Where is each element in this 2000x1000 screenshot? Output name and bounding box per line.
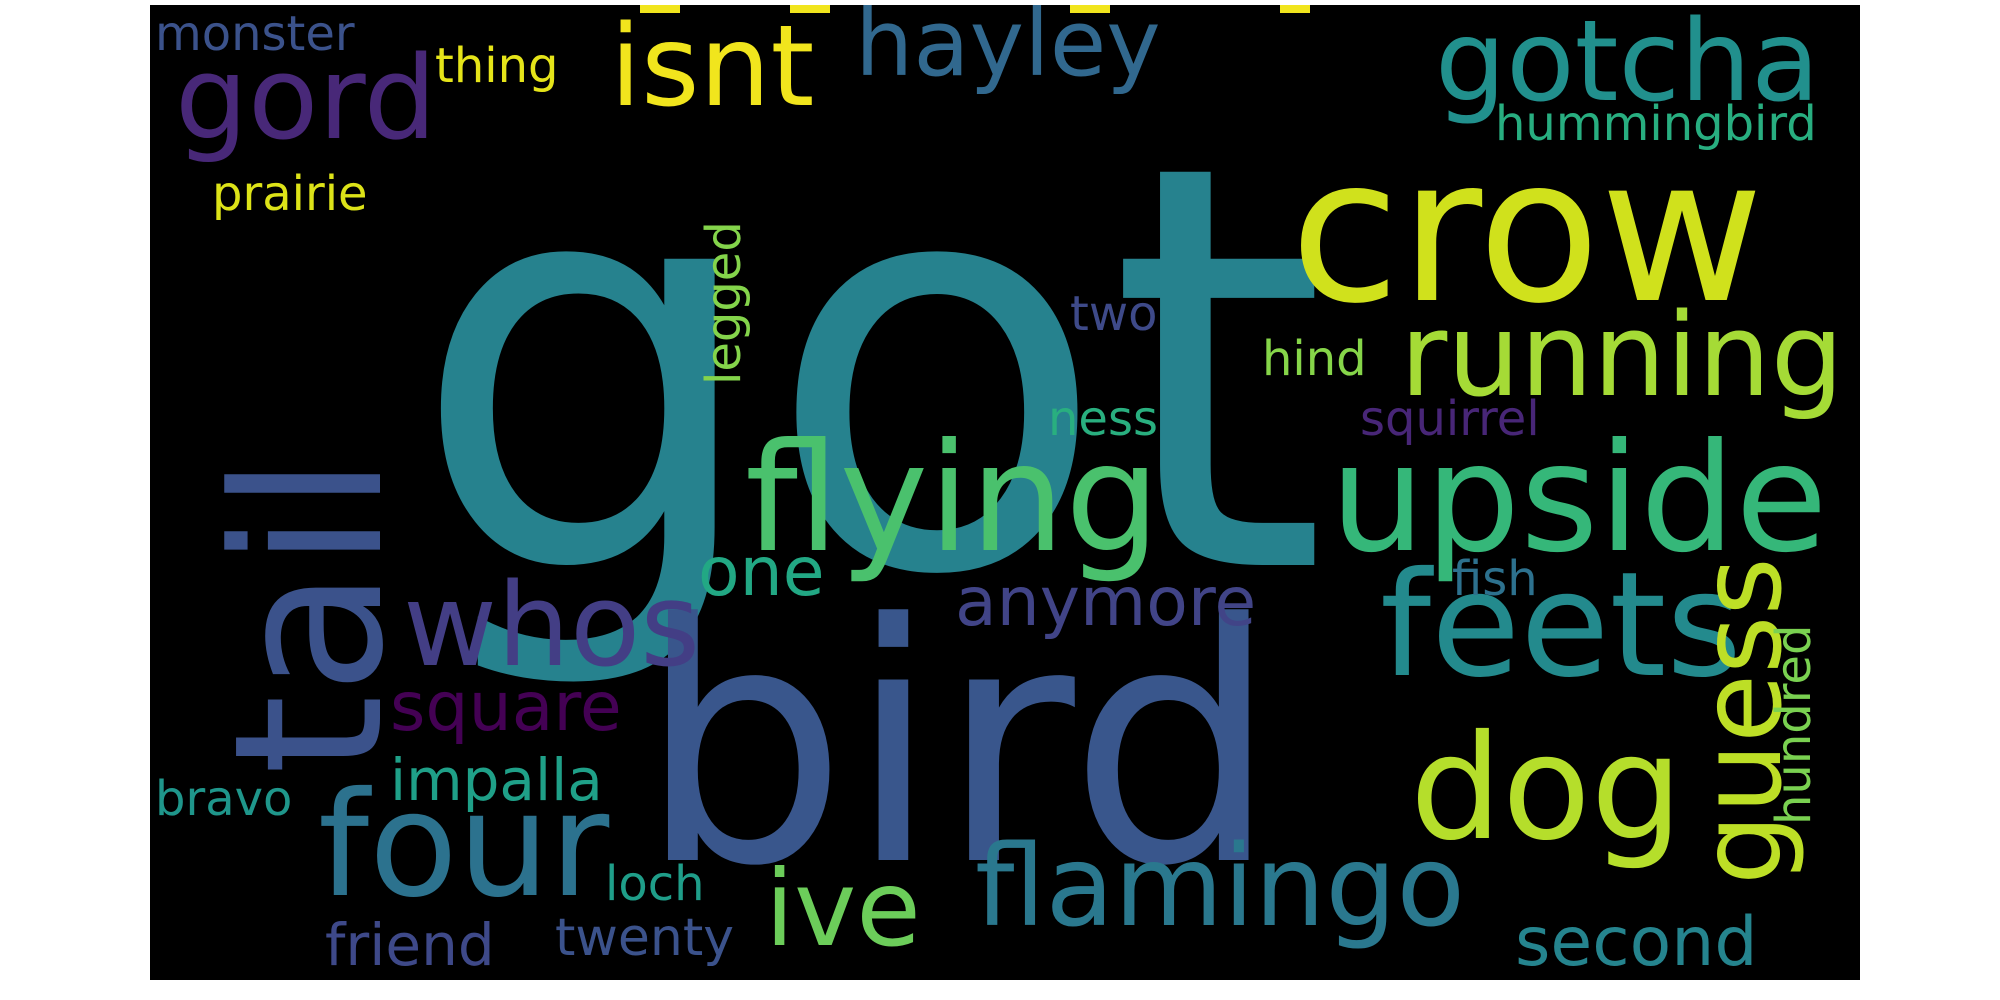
word-guess: guess: [1677, 557, 1807, 885]
word-whos: whos: [403, 559, 700, 693]
word-crow: crow: [1290, 115, 1764, 348]
word-second: second: [1515, 903, 1758, 982]
word-thing: thing: [435, 38, 558, 94]
word-two: two: [1070, 286, 1157, 342]
word-monster: monster: [155, 6, 355, 62]
word-gotcha: gotcha: [1435, 0, 1820, 127]
word-loch: loch: [605, 856, 705, 912]
word-hayley: hayley: [855, 0, 1161, 97]
word-flying: flying: [745, 412, 1160, 586]
word-got: got: [410, 46, 1328, 698]
word-squirrel: squirrel: [1360, 391, 1540, 447]
word-anymore: anymore: [955, 563, 1256, 642]
word-four: four: [318, 761, 610, 930]
word-ness: ness: [1048, 391, 1158, 447]
word-hundred: hundred: [1766, 625, 1822, 825]
word-cloud-background: [150, 5, 1860, 980]
word-bird: bird: [638, 554, 1279, 938]
word-feets: feets: [1380, 541, 1742, 710]
word-upside: upside: [1330, 412, 1828, 586]
word-friend: friend: [325, 911, 495, 979]
word-hummingbird: hummingbird: [1495, 96, 1817, 152]
word-ive: ive: [765, 848, 921, 970]
word-dog: dog: [1410, 704, 1683, 873]
word-isnt: isnt: [610, 2, 814, 132]
word-gord: gord: [175, 32, 437, 166]
word-fish: fish: [1452, 551, 1538, 607]
word-bravo: bravo: [155, 771, 292, 827]
word-running: running: [1400, 289, 1844, 423]
word-legged: legged: [696, 221, 752, 385]
word-prairie: prairie: [212, 166, 368, 222]
clipped-word-fragments: [640, 5, 1310, 13]
word-tail: tail: [191, 455, 429, 775]
word-hind: hind: [1262, 331, 1367, 387]
word-list: got bird tail crow flying upside running…: [155, 0, 1844, 982]
word-flamingo: flamingo: [975, 822, 1465, 952]
word-twenty: twenty: [555, 908, 734, 968]
word-one: one: [698, 533, 825, 612]
word-square: square: [390, 668, 622, 747]
word-impalla: impalla: [390, 746, 603, 814]
